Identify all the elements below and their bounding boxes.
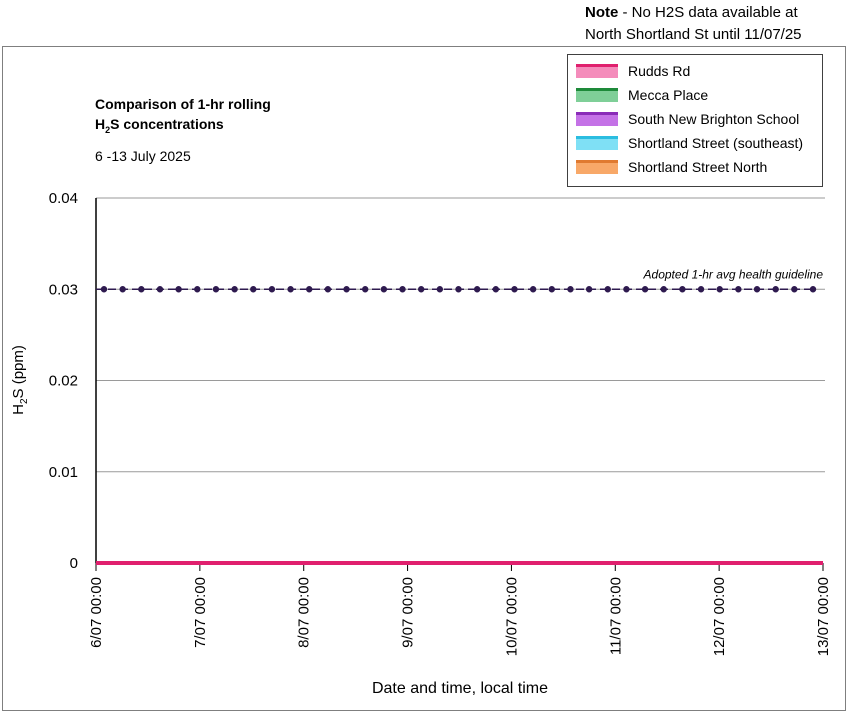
guideline-marker [268, 286, 276, 293]
guideline-marker [473, 286, 481, 293]
guideline-marker [511, 286, 518, 293]
x-tick-label: 12/07 00:00 [711, 577, 728, 656]
x-tick-label: 8/07 00:00 [296, 577, 313, 648]
guideline-marker [641, 286, 649, 293]
legend-item: South New Brighton School [576, 107, 822, 131]
chart-title-block: Comparison of 1-hr rolling H2S concentra… [95, 94, 271, 164]
legend-item: Shortland Street North [576, 155, 822, 179]
title-rest: S concentrations [110, 116, 224, 132]
guideline-marker [380, 286, 388, 293]
guideline-marker [791, 286, 798, 293]
guideline-marker [548, 286, 555, 293]
guideline-marker [156, 286, 164, 293]
chart-title-line1: Comparison of 1-hr rolling [95, 96, 271, 112]
guideline-marker [436, 286, 444, 293]
guideline-marker [697, 286, 705, 293]
legend-label: Shortland Street North [628, 159, 768, 175]
guideline-marker [100, 286, 108, 293]
note-line2: North Shortland St until 11/07/25 [585, 26, 802, 43]
guideline-marker [455, 286, 462, 293]
legend-label: Shortland Street (southeast) [628, 135, 804, 151]
guideline-marker [679, 286, 686, 293]
y-tick-label: 0 [70, 555, 78, 572]
guideline-marker [287, 286, 294, 293]
guideline-marker [324, 286, 332, 293]
y-axis-label: H2S (ppm) [10, 345, 30, 415]
guideline-marker [250, 286, 257, 293]
guideline-marker [231, 286, 238, 293]
guideline-marker [399, 286, 406, 293]
legend-item: Shortland Street (southeast) [576, 131, 822, 155]
guideline-marker [809, 286, 817, 293]
guideline-marker [735, 286, 742, 293]
data-note: Note - No H2S data available at North Sh… [585, 2, 802, 46]
x-tick-label: 9/07 00:00 [400, 577, 417, 648]
x-axis-label: Date and time, local time [371, 680, 549, 697]
chart-legend: Rudds Rd Mecca Place South New Brighton Sc… [567, 54, 823, 187]
legend-label: Mecca Place [628, 87, 709, 103]
x-tick-label: 10/07 00:00 [503, 577, 520, 656]
x-tick-label: 7/07 00:00 [192, 577, 209, 648]
guideline-marker [212, 286, 220, 293]
guideline-marker [623, 286, 630, 293]
y-tick-label: 0.04 [49, 190, 78, 207]
guideline-marker [716, 286, 723, 293]
guideline-marker [417, 286, 425, 293]
guideline-marker [567, 286, 574, 293]
guideline-marker [343, 286, 350, 293]
title-sub: 2 [105, 124, 111, 135]
guideline-label: Adopted 1-hr avg health guideline [643, 267, 824, 281]
guideline-marker [660, 286, 667, 293]
y-tick-label: 0.02 [49, 373, 78, 390]
guideline-marker [119, 286, 126, 293]
chart-title: Comparison of 1-hr rolling H2S concentra… [95, 94, 271, 140]
guideline-marker [175, 286, 182, 293]
guideline-marker [138, 286, 145, 293]
legend-item: Mecca Place [576, 83, 822, 107]
x-tick-label: 13/07 00:00 [815, 577, 832, 656]
legend-swatch [576, 64, 618, 78]
guideline-marker [362, 286, 369, 293]
guideline-marker [772, 286, 779, 293]
guideline-marker [492, 286, 500, 293]
x-tick-label: 11/07 00:00 [607, 577, 624, 655]
guideline-marker [529, 286, 537, 293]
x-tick-label: 6/07 00:00 [88, 577, 105, 648]
chart-subtitle: 6 -13 July 2025 [95, 147, 191, 164]
note-bold: Note [585, 4, 619, 21]
title-h: H [95, 116, 106, 132]
legend-label: South New Brighton School [628, 111, 800, 127]
legend-label: Rudds Rd [628, 63, 691, 79]
guideline-marker [585, 286, 593, 293]
legend-swatch [576, 136, 618, 150]
guideline-marker [194, 286, 201, 293]
chart-frame [2, 46, 846, 711]
guideline-marker [604, 286, 611, 293]
legend-swatch [576, 160, 618, 174]
legend-swatch [576, 112, 618, 126]
note-line1: - No H2S data available at [618, 4, 798, 21]
guideline-marker [306, 286, 313, 293]
legend-swatch [576, 88, 618, 102]
guideline-marker [753, 286, 761, 293]
legend-item: Rudds Rd [576, 59, 822, 83]
y-tick-label: 0.01 [49, 464, 78, 481]
y-tick-label: 0.03 [49, 281, 78, 298]
